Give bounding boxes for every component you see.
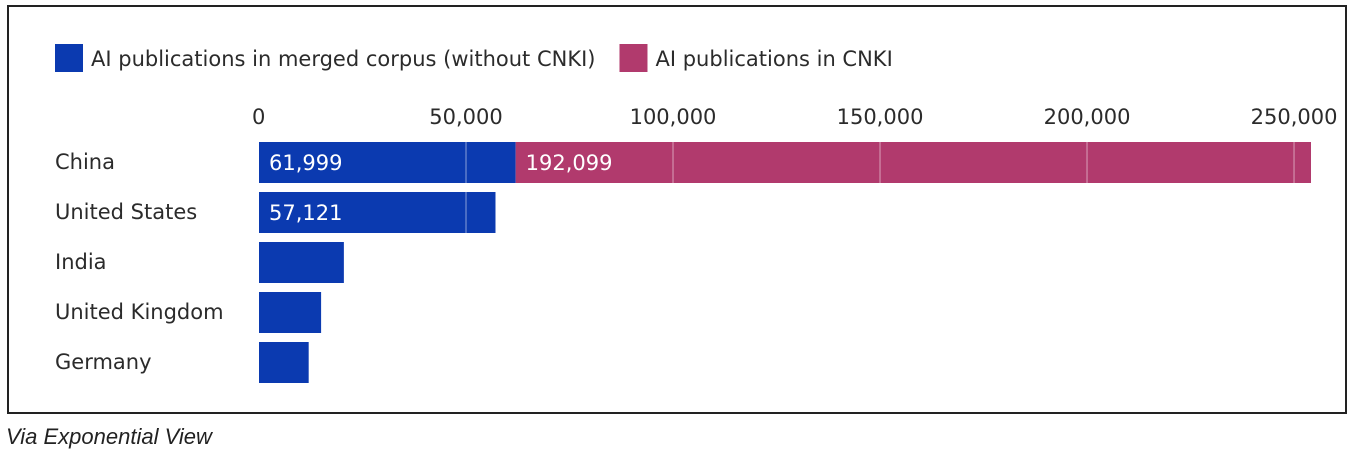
x-tick-label-6: 250,000 [1251,105,1338,129]
value-label-united-states-series-1: 57,121 [269,201,342,225]
x-axis-ticks: 0 50,000 100,000 150,000 200,000 250,000 [252,105,1337,129]
bar-india-series-1 [259,242,344,283]
bar-chart: AI publications in merged corpus (withou… [55,44,1337,383]
source-caption: Via Exponential View [6,424,212,449]
x-tick-label-1: 0 [252,105,265,129]
bar-united-states-series-1 [259,192,496,233]
legend-swatch-2 [619,44,648,72]
legend-swatch-1 [55,44,83,72]
category-label-united-states: United States [55,200,197,224]
x-tick-label-3: 100,000 [630,105,717,129]
x-tick-label-5: 200,000 [1044,105,1131,129]
category-label-united-kingdom: United Kingdom [55,300,224,324]
legend-label-2: AI publications in CNKI [655,47,892,71]
value-label-china-series-2: 192,099 [526,151,613,175]
x-tick-label-2: 50,000 [429,105,502,129]
bars [259,142,1311,383]
value-labels: 61,999 192,099 57,121 [269,151,613,225]
bar-germany-series-1 [259,342,309,383]
category-label-china: China [55,150,115,174]
x-tick-label-4: 150,000 [837,105,924,129]
gridlines [465,142,1295,383]
bar-united-kingdom-series-1 [259,292,322,333]
legend-label-1: AI publications in merged corpus (withou… [91,47,595,71]
legend: AI publications in merged corpus (withou… [55,44,893,72]
category-label-india: India [55,250,107,274]
category-labels: China United States India United Kingdom Ger… [55,150,224,374]
value-label-china-series-1: 61,999 [269,151,342,175]
category-label-germany: Germany [55,350,152,374]
chart-frame: AI publications in merged corpus (withou… [7,5,1347,414]
bar-china-series-2 [515,142,1311,183]
bar-china-series-1 [259,142,516,183]
